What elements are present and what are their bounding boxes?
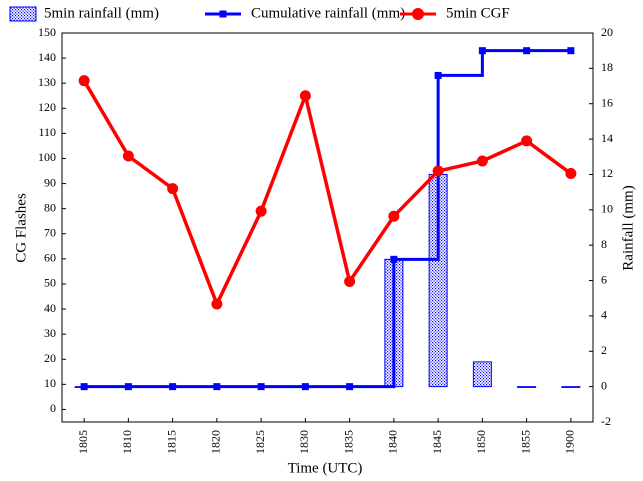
x-tick-label: 1855 xyxy=(518,430,532,454)
y-tick-label: 110 xyxy=(38,125,56,139)
marker xyxy=(213,383,221,391)
y-tick-label: 130 xyxy=(38,75,56,89)
y2-tick-label: 4 xyxy=(601,308,607,322)
x-tick-label: 1815 xyxy=(164,430,178,454)
x-tick-label: 1805 xyxy=(76,430,90,454)
y2-tick-label: 14 xyxy=(601,131,613,145)
marker xyxy=(432,165,444,177)
y2-tick-label: 16 xyxy=(601,95,613,109)
y2-axis-label: Rainfall (mm) xyxy=(620,185,636,270)
legend-swatch xyxy=(9,6,37,22)
marker xyxy=(124,383,132,391)
marker xyxy=(434,71,442,79)
marker xyxy=(122,150,134,162)
marker xyxy=(478,47,486,55)
marker xyxy=(567,47,575,55)
marker xyxy=(476,155,488,167)
y-tick-label: 80 xyxy=(44,200,56,214)
marker xyxy=(344,275,356,287)
x-tick-label: 1810 xyxy=(120,430,134,454)
y2-tick-label: 6 xyxy=(601,272,607,286)
y-tick-label: 50 xyxy=(44,276,56,290)
y-tick-label: 90 xyxy=(44,175,56,189)
marker xyxy=(211,298,223,310)
marker xyxy=(257,383,265,391)
y-tick-label: 40 xyxy=(44,301,56,315)
legend-label: 5min rainfall (mm) xyxy=(44,5,159,21)
y-tick-label: 20 xyxy=(44,351,56,365)
x-tick-label: 1850 xyxy=(474,430,488,454)
x-axis-label: Time (UTC) xyxy=(288,460,363,476)
x-tick-label: 1820 xyxy=(209,430,223,454)
y-tick-label: 150 xyxy=(38,25,56,39)
legend-label: Cumulative rainfall (mm) xyxy=(251,5,405,21)
bar xyxy=(472,361,492,388)
marker xyxy=(565,168,577,180)
x-tick-label: 1830 xyxy=(297,430,311,454)
bar xyxy=(517,386,537,388)
y-tick-label: 60 xyxy=(44,251,56,265)
x-tick-label: 1825 xyxy=(253,430,267,454)
y2-tick-label: -2 xyxy=(601,414,611,428)
marker xyxy=(388,210,400,222)
marker xyxy=(521,135,533,147)
plot-frame xyxy=(61,32,594,423)
marker xyxy=(390,255,398,263)
marker xyxy=(523,47,531,55)
marker xyxy=(169,383,177,391)
legend-swatch xyxy=(219,10,227,18)
y-tick-label: 140 xyxy=(38,50,56,64)
y-tick-label: 10 xyxy=(44,376,56,390)
y-tick-label: 0 xyxy=(50,401,56,415)
y2-tick-label: 18 xyxy=(601,60,613,74)
y2-tick-label: 0 xyxy=(601,378,607,392)
bar xyxy=(561,386,581,388)
y-tick-label: 70 xyxy=(44,226,56,240)
y2-tick-label: 20 xyxy=(601,25,613,39)
y2-tick-label: 10 xyxy=(601,202,613,216)
y-axis-label: CG Flashes xyxy=(13,193,29,263)
marker xyxy=(301,383,309,391)
marker xyxy=(346,383,354,391)
legend-label: 5min CGF xyxy=(446,5,510,21)
y2-tick-label: 2 xyxy=(601,343,607,357)
y-tick-label: 100 xyxy=(38,150,56,164)
x-tick-label: 1845 xyxy=(430,430,444,454)
marker xyxy=(78,75,90,87)
y2-tick-label: 8 xyxy=(601,237,607,251)
marker xyxy=(167,183,179,195)
x-tick-label: 1835 xyxy=(341,430,355,454)
marker xyxy=(299,90,311,102)
y-tick-label: 120 xyxy=(38,100,56,114)
line xyxy=(82,79,572,309)
step-line xyxy=(84,49,571,389)
marker xyxy=(80,383,88,391)
x-tick-label: 1840 xyxy=(386,430,400,454)
legend-swatch xyxy=(412,8,424,20)
marker xyxy=(255,205,267,217)
y-tick-label: 30 xyxy=(44,326,56,340)
y2-tick-label: 12 xyxy=(601,166,613,180)
x-tick-label: 1900 xyxy=(563,430,577,454)
